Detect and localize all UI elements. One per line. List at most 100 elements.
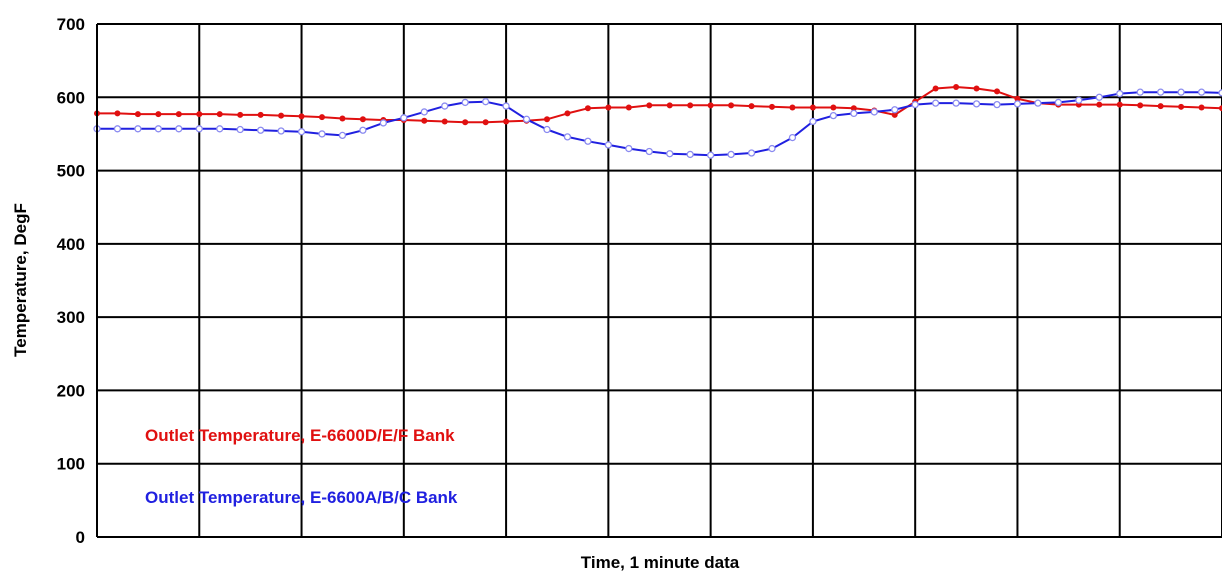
series-0-point-16 <box>421 117 428 124</box>
series-0-point-36 <box>830 104 837 111</box>
series-0-point-11 <box>319 114 325 121</box>
y-tick-labels: 0 100 200 300 400 500 600 700 <box>57 15 85 547</box>
series-1-point-44 <box>993 100 1001 109</box>
series-1-point-52 <box>1156 88 1165 96</box>
series-1-point-54 <box>1197 88 1206 96</box>
series-1-point-10 <box>297 128 306 136</box>
series-1-point-23 <box>563 133 572 141</box>
y-tick-label-0: 0 <box>76 528 85 547</box>
series-1-point-40 <box>911 100 919 109</box>
series-0-point-28 <box>666 102 673 109</box>
series-0-point-30 <box>707 102 714 109</box>
series-1-point-43 <box>972 100 981 108</box>
legend-label-abc-bank: Outlet Temperature, E-6600A/B/C Bank <box>145 488 458 507</box>
series-0-point-25 <box>605 104 612 111</box>
series-0-point-50 <box>1116 101 1123 108</box>
series-0-point-45 <box>1014 95 1021 102</box>
series-1-point-1 <box>113 125 122 133</box>
series-1-point-26 <box>625 144 633 153</box>
series-1-point-28 <box>666 150 674 158</box>
series-1-point-53 <box>1177 88 1185 96</box>
series-0-point-34 <box>789 104 796 111</box>
series-1-point-32 <box>747 149 756 157</box>
series-1-point-13 <box>359 126 367 134</box>
series-0-point-43 <box>973 85 980 92</box>
series-0-point-32 <box>748 103 755 110</box>
series-1-point-4 <box>175 125 183 133</box>
series-1-point-48 <box>1075 96 1083 104</box>
y-tick-label-600: 600 <box>57 88 85 107</box>
legend-label-ef-bank: Outlet Temperature, E-6600D/E/F Bank <box>145 426 455 445</box>
series-0-point-13 <box>359 116 366 123</box>
series-1-point-47 <box>1054 98 1063 107</box>
series-0-point-39 <box>891 111 898 118</box>
series-1-point-55 <box>1218 89 1222 97</box>
series-0-point-42 <box>953 84 960 91</box>
series-0-point-10 <box>298 113 305 120</box>
series-0-point-1 <box>114 110 121 117</box>
series-0-point-52 <box>1157 103 1164 110</box>
series-0-point-8 <box>257 111 264 118</box>
y-tick-label-300: 300 <box>57 308 85 327</box>
series-1-point-37 <box>850 109 858 118</box>
series-0-point-44 <box>994 88 1000 95</box>
series-1-point-12 <box>338 131 347 140</box>
series-1-point-5 <box>195 125 203 133</box>
series-1-point-24 <box>584 137 592 145</box>
series-1-point-8 <box>256 126 265 134</box>
series-0-point-12 <box>339 115 346 122</box>
series-0-point-4 <box>175 111 182 118</box>
series-1-point-42 <box>952 99 960 107</box>
series-1 <box>93 88 1222 159</box>
series-1-point-17 <box>441 102 449 110</box>
plot-background <box>97 24 1222 537</box>
series-1-point-15 <box>400 114 408 122</box>
series-1-point-36 <box>829 111 838 120</box>
series-1-point-21 <box>522 115 531 123</box>
series-1-point-33 <box>768 144 776 153</box>
y-tick-label-700: 700 <box>57 15 85 34</box>
legend: Outlet Temperature, E-6600D/E/F Bank Out… <box>145 426 458 507</box>
series-0-point-41 <box>932 85 939 92</box>
series-1-point-39 <box>891 106 899 114</box>
series-1-point-29 <box>686 150 694 159</box>
series-0-point-22 <box>544 116 550 123</box>
series-1-point-6 <box>216 125 224 133</box>
series-1-point-35 <box>809 117 817 126</box>
series-1-point-2 <box>134 125 142 133</box>
series-0-point-33 <box>769 103 775 110</box>
series-0-point-35 <box>809 104 816 111</box>
series-1-point-19 <box>481 98 490 106</box>
y-tick-label-400: 400 <box>57 235 85 254</box>
series-1-point-18 <box>461 98 469 107</box>
series-0-point-53 <box>1178 103 1185 110</box>
series-0-point-19 <box>482 119 489 126</box>
series-0-point-6 <box>216 111 223 118</box>
series-0-point-55 <box>1219 105 1222 112</box>
series-1-point-41 <box>931 99 940 107</box>
series-1-point-46 <box>1034 99 1042 107</box>
y-tick-label-100: 100 <box>57 455 85 474</box>
series-0-point-29 <box>687 102 694 109</box>
series-1-point-30 <box>706 151 715 159</box>
series-1-point-14 <box>379 119 388 127</box>
series-1-point-9 <box>277 127 285 135</box>
series-0-point-54 <box>1198 104 1205 111</box>
series-1-point-51 <box>1136 88 1144 96</box>
series-0-point-20 <box>503 118 510 125</box>
series-1-point-25 <box>604 141 613 149</box>
series-0-point-2 <box>134 111 141 118</box>
series-1-point-27 <box>645 147 653 156</box>
series-0-point-26 <box>625 104 632 111</box>
series-1-point-34 <box>788 133 797 142</box>
series-1-point-38 <box>870 108 878 116</box>
series-1-point-22 <box>543 125 551 134</box>
series-0-point-51 <box>1137 102 1144 109</box>
series-1-point-50 <box>1116 89 1124 98</box>
series-group <box>93 84 1222 159</box>
series-1-point-7 <box>236 125 244 134</box>
axes <box>96 23 1222 538</box>
series-0-point-17 <box>441 118 448 125</box>
